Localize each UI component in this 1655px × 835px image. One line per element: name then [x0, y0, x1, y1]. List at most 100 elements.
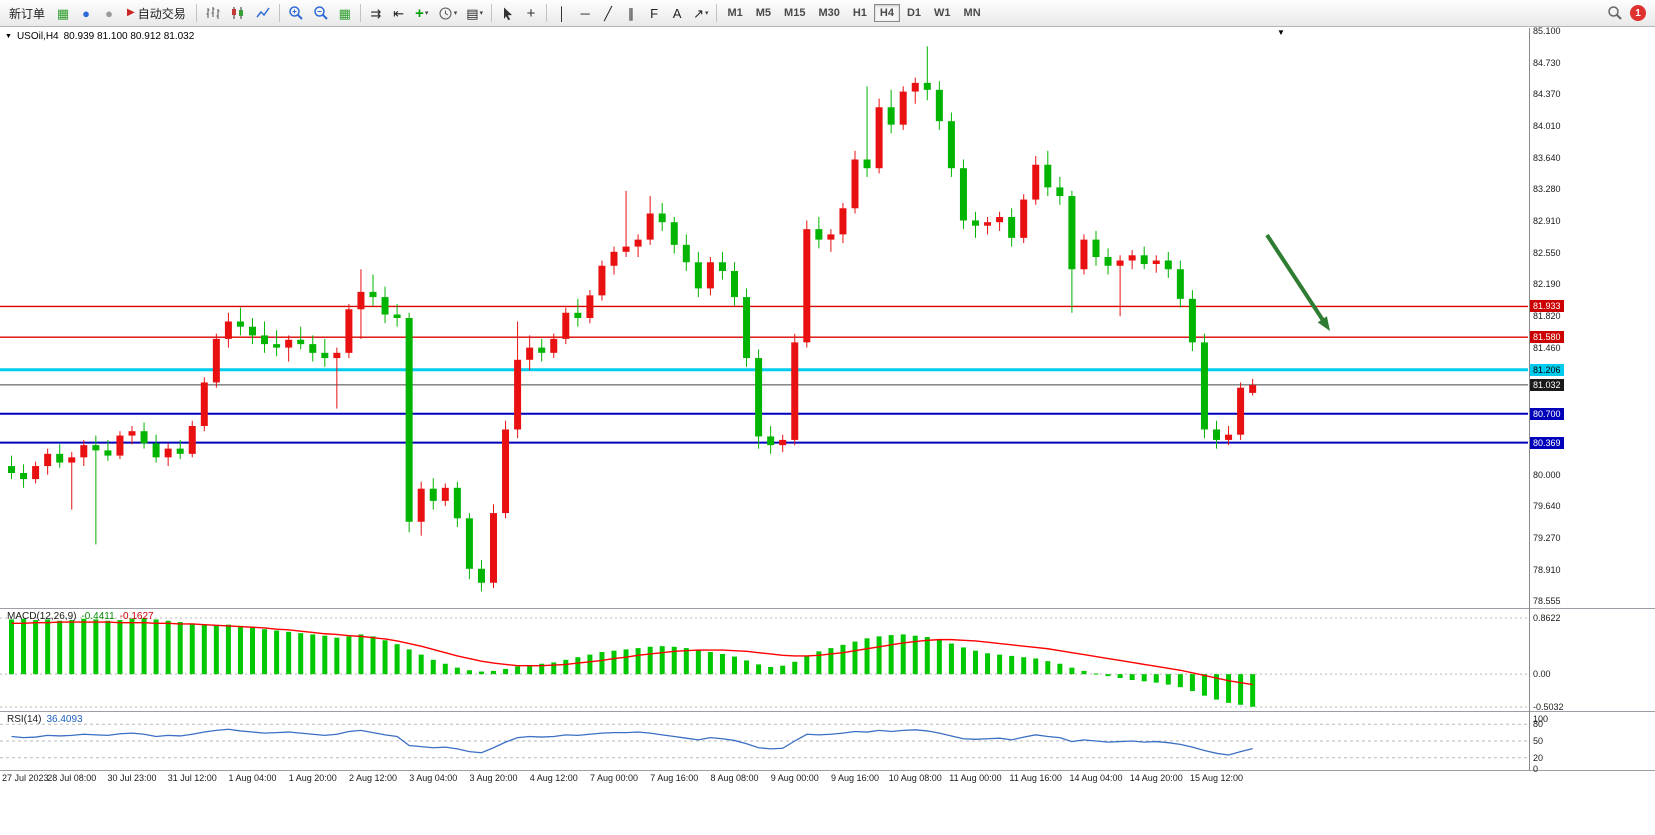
timeframe-MN-button[interactable]: MN	[958, 4, 987, 22]
candlestick-chart-type-button[interactable]	[226, 2, 250, 24]
indicators-button[interactable]: + ▾	[411, 2, 433, 24]
candle-body	[32, 466, 40, 480]
new-order-button[interactable]: 新订单	[3, 2, 51, 24]
metaeditor-icon: ●	[82, 5, 90, 21]
zoom-in-button[interactable]	[284, 2, 308, 24]
candle-body	[405, 318, 413, 522]
candle-body	[586, 295, 594, 318]
macd-histogram-bar	[406, 649, 412, 675]
macd-histogram-bar	[816, 651, 822, 675]
timeframe-D1-button[interactable]: D1	[901, 4, 927, 22]
panel-separator[interactable]	[0, 711, 1655, 712]
candle-body	[1152, 260, 1160, 265]
channel-icon: ∥	[627, 5, 635, 21]
candle-body	[44, 453, 52, 467]
notification-badge[interactable]: 1	[1630, 5, 1646, 21]
timeframe-M15-button[interactable]: M15	[778, 4, 811, 22]
macd-indicator-panel[interactable]	[0, 609, 1530, 710]
zoom-out-button[interactable]	[309, 2, 333, 24]
timeframe-W1-button[interactable]: W1	[928, 4, 957, 22]
macd-histogram-bar	[611, 650, 617, 675]
panel-separator[interactable]	[0, 608, 1655, 609]
macd-histogram-bar	[201, 624, 207, 675]
collapse-arrow-icon[interactable]: ▼	[5, 33, 12, 40]
macd-signal-line	[11, 621, 1253, 686]
macd-histogram-bar	[587, 654, 593, 675]
candle-body	[453, 487, 461, 519]
price-axis-label: 81.460	[1533, 342, 1561, 353]
candle-body	[767, 436, 775, 446]
auto-trading-label: 自动交易	[137, 6, 186, 21]
templates-button[interactable]: ▤ ▾	[462, 2, 487, 24]
candle-body	[779, 439, 787, 446]
charts-window-button[interactable]: ▦	[52, 2, 74, 24]
help-icon: ●	[105, 5, 113, 21]
auto-scroll-button[interactable]: ⇉	[365, 2, 387, 24]
crosshair-button[interactable]: +	[520, 2, 542, 24]
macd-histogram-bar	[744, 660, 750, 675]
cursor-button[interactable]	[496, 2, 519, 24]
macd-histogram-bar	[1057, 663, 1063, 675]
tile-windows-button[interactable]: ▦	[334, 2, 356, 24]
candle-body	[441, 487, 449, 501]
horizontal-line-button[interactable]: ─	[574, 2, 596, 24]
dropdown-arrow-icon: ▾	[704, 10, 709, 17]
price-axis-label: 82.550	[1533, 247, 1561, 258]
channel-button[interactable]: ∥	[620, 2, 642, 24]
search-button[interactable]	[1603, 2, 1627, 24]
fibonacci-button[interactable]: F	[643, 2, 665, 24]
candle-body	[140, 431, 148, 444]
periods-button[interactable]: ▾	[434, 2, 462, 24]
trendline-button[interactable]: ╱	[597, 2, 619, 24]
vertical-line-button[interactable]: │	[551, 2, 573, 24]
text-tool-button[interactable]: A	[666, 2, 688, 24]
bar-chart-type-button[interactable]	[201, 2, 225, 24]
macd-histogram-bar	[985, 653, 991, 675]
line-chart-type-button[interactable]	[251, 2, 275, 24]
chart-shift-marker-icon[interactable]: ▼	[1277, 28, 1285, 37]
price-axis-label: 85.100	[1533, 25, 1561, 36]
rsi-indicator-panel[interactable]	[0, 713, 1530, 769]
time-axis-label: 14 Aug 04:00	[1069, 773, 1123, 783]
timeframe-H1-button[interactable]: H1	[847, 4, 873, 22]
chart-shift-button[interactable]: ⇤	[388, 2, 410, 24]
macd-histogram-bar	[551, 662, 557, 675]
candle-body	[477, 568, 485, 583]
macd-histogram-bar	[575, 657, 581, 675]
macd-axis-label: 0.8622	[1533, 612, 1561, 623]
macd-histogram-bar	[912, 635, 918, 675]
macd-histogram-bar	[900, 634, 906, 675]
timeframe-M30-button[interactable]: M30	[812, 4, 845, 22]
macd-histogram-bar	[382, 640, 388, 675]
price-axis-label: 78.555	[1533, 595, 1561, 606]
candle-body	[1056, 187, 1064, 197]
time-axis-label: 1 Aug 04:00	[228, 773, 277, 783]
time-axis-label: 11 Aug 00:00	[949, 773, 1002, 783]
time-axis-label: 8 Aug 08:00	[710, 773, 759, 783]
arrows-tool-button[interactable]: ↗ ▾	[689, 2, 712, 24]
candle-body	[911, 82, 919, 92]
main-price-chart[interactable]	[0, 28, 1530, 608]
annotation-arrow-line[interactable]	[1265, 233, 1327, 324]
toolbar-separator	[195, 4, 197, 22]
price-axis-label: 83.640	[1533, 152, 1561, 163]
candle-body	[1237, 387, 1245, 435]
candle-body	[1032, 164, 1040, 200]
help-button[interactable]: ●	[98, 2, 120, 24]
timeframe-M5-button[interactable]: M5	[750, 4, 777, 22]
macd-histogram-bar	[177, 622, 183, 675]
candle-body	[273, 344, 281, 348]
candle-body	[875, 107, 883, 169]
macd-histogram-bar	[768, 666, 774, 675]
candle-body	[1249, 385, 1257, 393]
candle-body	[972, 220, 979, 226]
candle-body	[321, 352, 329, 359]
macd-histogram-bar	[1153, 674, 1159, 683]
auto-trading-button[interactable]: ▶ 自动交易	[121, 2, 192, 24]
candle-body	[1176, 269, 1184, 299]
timeframe-H4-button[interactable]: H4	[873, 4, 900, 22]
timeframe-M1-button[interactable]: M1	[721, 4, 748, 22]
metaeditor-button[interactable]: ●	[75, 2, 97, 24]
macd-histogram-bar	[635, 648, 641, 675]
